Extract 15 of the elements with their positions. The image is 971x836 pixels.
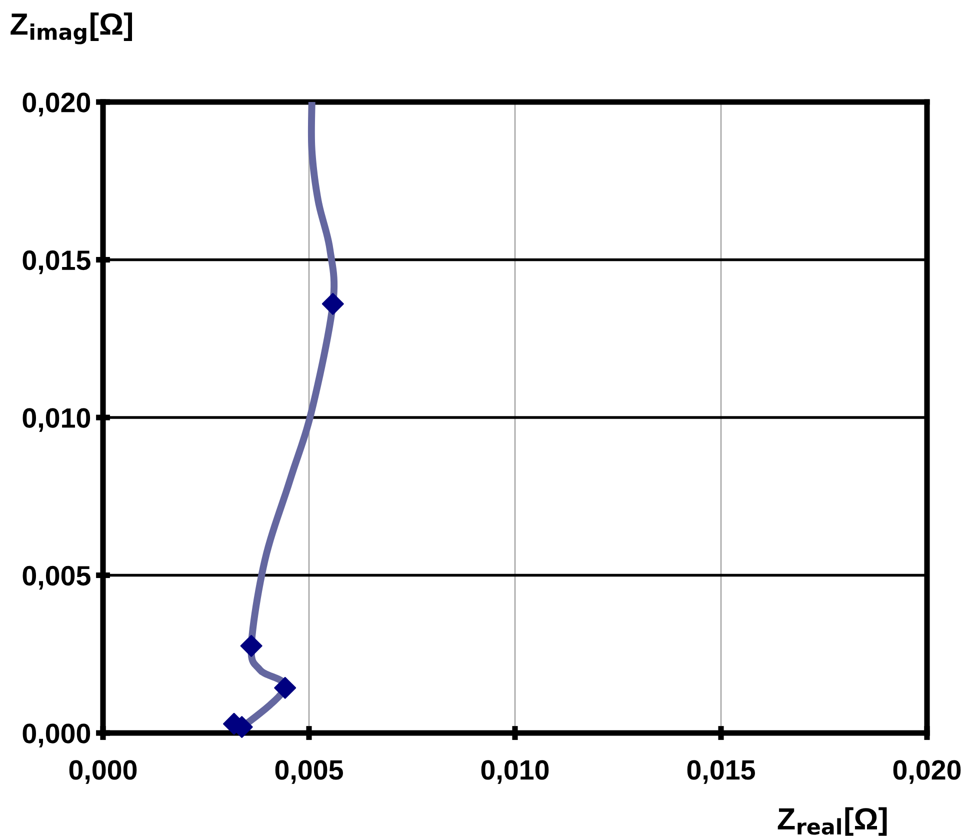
- y-tick-label: 0,020: [22, 92, 90, 116]
- y-tick-label: 0,010: [22, 408, 90, 432]
- point: [322, 292, 344, 315]
- x-tick-label: 0,005: [275, 760, 343, 784]
- y-axis-title: Z$_{imag}$[Ω]: [10, 12, 132, 44]
- y-tick-label: 0,005: [22, 566, 90, 590]
- x-tick-label: 0,010: [481, 760, 549, 784]
- point: [274, 676, 296, 699]
- x-tick-label: 0,015: [687, 760, 755, 784]
- x-tick-label: 0,020: [893, 760, 961, 784]
- point: [240, 634, 262, 657]
- x-axis-title: Z$_{real}$[Ω]: [778, 807, 887, 836]
- y-tick-label: 0,015: [22, 250, 90, 274]
- y-tick-label: 0,000: [22, 724, 90, 748]
- x-tick-label: 0,000: [69, 760, 137, 784]
